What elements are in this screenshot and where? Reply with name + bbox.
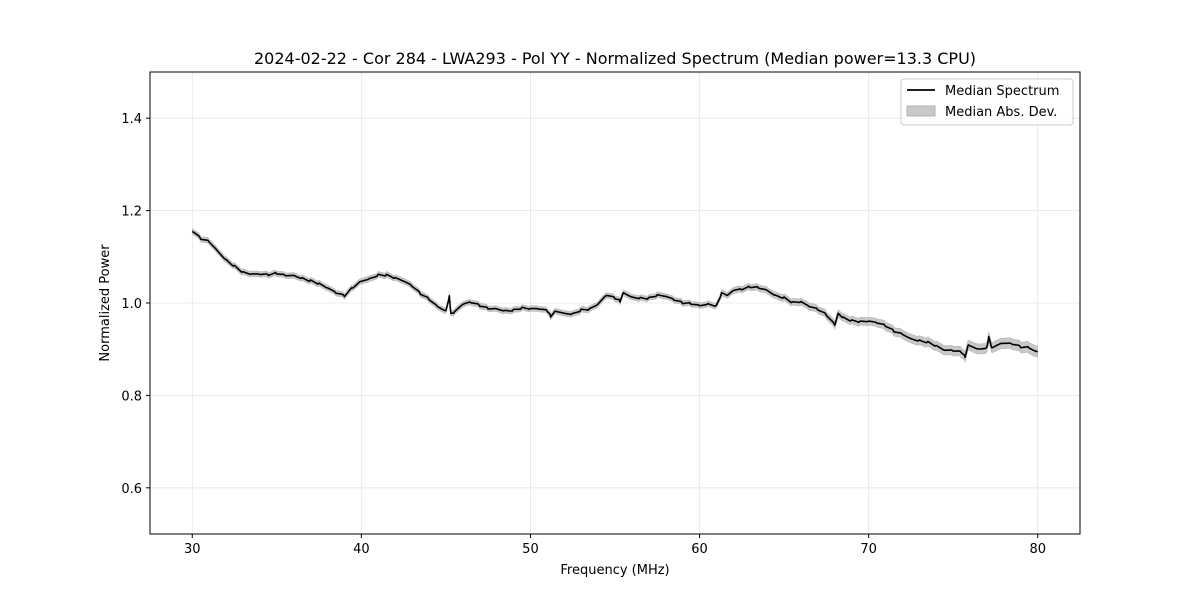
legend-band-swatch [906, 105, 936, 117]
x-axis-label: Frequency (MHz) [560, 563, 669, 578]
legend-median-abs-dev: Median Abs. Dev. [945, 105, 1057, 120]
ticks: 30 40 50 60 70 80 0.6 0.8 1.0 1.2 1.4 [121, 112, 1046, 557]
x-tick-label: 50 [522, 542, 539, 557]
grid [150, 72, 1080, 534]
y-tick-label: 1.2 [121, 205, 142, 220]
y-axis-label: Normalized Power [98, 244, 113, 362]
legend: Median Spectrum Median Abs. Dev. [900, 78, 1074, 126]
x-tick-label: 60 [691, 542, 708, 557]
legend-median-spectrum: Median Spectrum [945, 84, 1059, 99]
x-tick-label: 80 [1029, 542, 1046, 557]
y-tick-label: 1.4 [121, 112, 142, 127]
x-tick-label: 40 [353, 542, 370, 557]
legend-box [900, 78, 1074, 126]
chart-title: 2024-02-22 - Cor 284 - LWA293 - Pol YY -… [254, 49, 976, 68]
y-tick-label: 1.0 [121, 297, 142, 312]
y-tick-label: 0.6 [121, 482, 142, 497]
mad-band [192, 228, 1038, 363]
x-tick-label: 70 [860, 542, 877, 557]
x-tick-label: 30 [184, 542, 201, 557]
y-tick-label: 0.8 [121, 389, 142, 404]
median-spectrum-line [191, 230, 1038, 359]
